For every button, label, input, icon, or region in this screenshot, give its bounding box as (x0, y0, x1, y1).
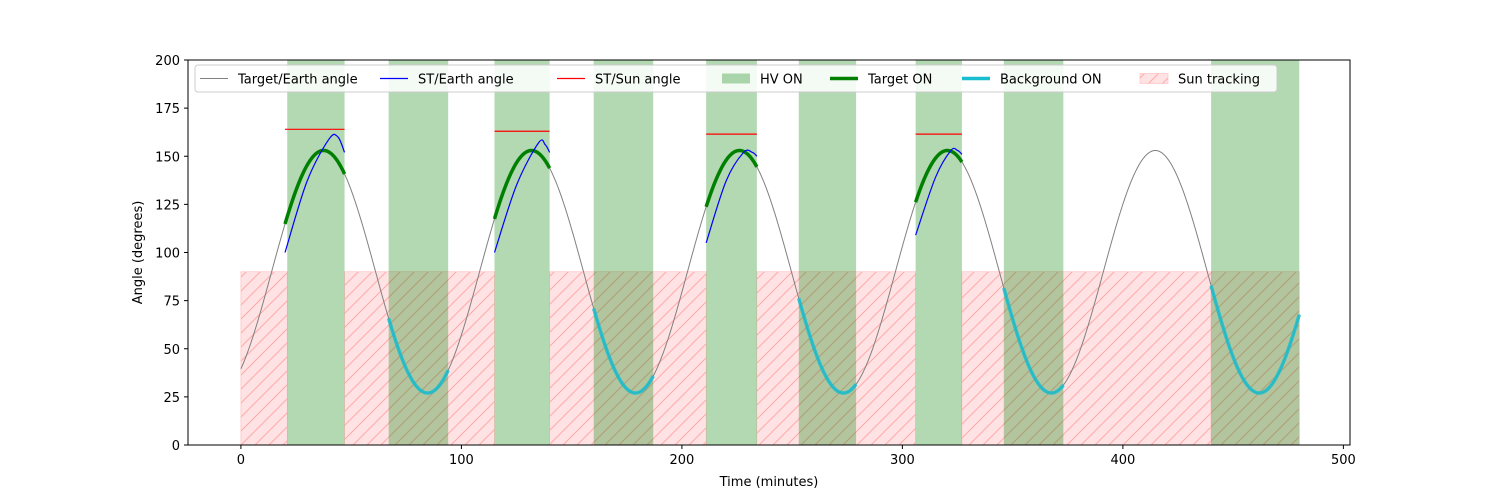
x-axis-label: Time (minutes) (719, 475, 819, 490)
hv-on-band (706, 60, 757, 445)
target-on-segment (492, 148, 552, 220)
hv-on-band (1003, 60, 1064, 445)
y-tick-label: 0 (172, 439, 180, 454)
background-on-segment (592, 308, 655, 395)
y-axis-label: Angle (degrees) (131, 201, 146, 305)
legend-label: Target ON (867, 73, 932, 88)
legend-label: Sun tracking (1178, 73, 1260, 88)
y-tick-label: 175 (155, 102, 180, 117)
y-tick-label: 125 (155, 198, 180, 213)
legend-label: Background ON (1000, 73, 1102, 88)
target-on-segment (704, 148, 759, 208)
sun-tracking-layer (240, 271, 1300, 445)
legend-label: Target/Earth angle (237, 73, 358, 88)
background-on-segment (386, 317, 450, 395)
hv-on-band (388, 60, 449, 445)
sun-tracking-band (961, 271, 1212, 445)
y-tick-label: 50 (163, 343, 180, 358)
legend-label: HV ON (760, 73, 803, 88)
st-earth-layer (284, 133, 963, 253)
legend-patch-swatch (722, 73, 750, 84)
x-tick-label: 100 (449, 453, 474, 468)
y-tick-label: 200 (155, 54, 180, 69)
x-tick-label: 500 (1331, 453, 1356, 468)
sun-tracking-band (344, 271, 495, 445)
hv-on-band (287, 60, 345, 445)
y-tick-label: 150 (155, 150, 180, 165)
legend-label: ST/Sun angle (595, 73, 681, 88)
st-earth-segment (284, 133, 346, 253)
x-tick-label: 200 (669, 453, 694, 468)
legend-frame (194, 64, 1278, 93)
hv-on-band (798, 60, 857, 445)
background-on-segment (797, 297, 858, 395)
y-tick-label: 25 (163, 391, 180, 406)
target-on-layer (283, 148, 964, 225)
x-tick-label: 400 (1110, 453, 1135, 468)
y-axis: 0 25 50 75 100 125 150 175 200 (155, 54, 188, 454)
st-sun-layer (285, 128, 962, 135)
hv-on-band (494, 60, 550, 445)
background-on-segment (1002, 287, 1065, 395)
st-earth-segment (915, 147, 963, 236)
y-tick-label: 75 (163, 295, 180, 310)
st-earth-segment (493, 139, 551, 253)
legend: Target/Earth angle ST/Earth angle ST/Sun a… (194, 64, 1278, 93)
legend-label: ST/Earth angle (418, 73, 514, 88)
y-tick-label: 100 (155, 247, 180, 262)
x-tick-label: 0 (237, 453, 245, 468)
background-on-segment (1209, 285, 1301, 395)
legend-hatch-swatch (1139, 73, 1169, 84)
st-earth-segment (705, 149, 758, 244)
background-on-layer (386, 285, 1301, 395)
x-axis: 0 100 200 300 400 500 (237, 445, 1356, 468)
hv-on-band (1211, 60, 1300, 445)
x-tick-label: 300 (890, 453, 915, 468)
hv-on-band (915, 60, 962, 445)
hv-on-band (593, 60, 654, 445)
sun-tracking-band (549, 271, 707, 445)
target-on-segment (913, 148, 964, 203)
sun-tracking-band (756, 271, 916, 445)
target-on-segment (283, 148, 347, 225)
